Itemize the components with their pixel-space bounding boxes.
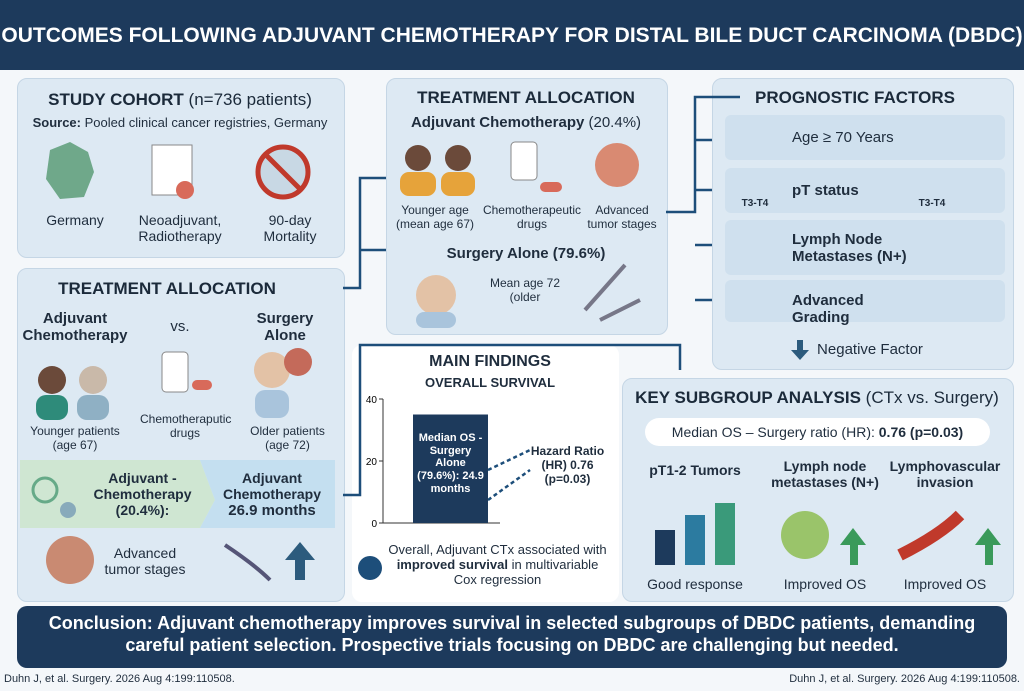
group-result: Good response [647,576,743,592]
y-tick-label: 40 [366,395,378,406]
panel-title: MAIN FINDINGS [429,353,551,370]
legend-arrow [791,340,809,360]
median-value: 0.76 (p=0.03) [878,424,964,440]
caption: Advanced tumor stages [587,203,657,231]
caption: Chemotherapeutic drugs [482,203,582,231]
group-name: Lymph node metastases (N+) [771,458,879,491]
group-result: Improved OS [783,576,867,592]
group-name: pT1-2 Tumors [649,462,741,478]
panel-title: STUDY COHORT (n=736 patients) [17,90,343,110]
source-text: Pooled clinical cancer registries, Germa… [84,115,328,130]
note-text: in multivariable Cox regression [453,556,599,587]
title-text: KEY SUBGROUP ANALYSIS [635,388,861,407]
factor-tag: T3-T4 [741,198,769,209]
panel-title: TREATMENT ALLOCATION [417,88,635,107]
panel-title: PROGNOSTIC FACTORS [755,88,955,107]
hazard-ratio: Hazard Ratio (HR) 0.76 (p=0.03) [530,444,605,486]
y-tick-label: 0 [371,519,377,530]
note-text: Overall, Adjuvant CTx associated with [388,542,607,557]
arm-name: Adjuvant Chemotherapy [410,114,585,131]
cohort-item: Germany [46,212,104,228]
legend-text: Negative Factor [817,341,923,358]
source-label: Source: [32,115,81,130]
cohort-item: 90-day Mortality [263,212,317,245]
band-text: Adjuvant - Chemotherapy (20.4%): [93,470,192,519]
factor-row [725,220,1005,275]
vs-label: vs. [170,318,190,335]
title-text: STUDY COHORT [48,90,184,109]
factor-label: Lymph Node Metastases (N+) [792,230,907,265]
subtitle: (n=736 patients) [188,90,312,109]
factor-label: Age ≥ 70 Years [792,128,894,146]
source: Source: Pooled clinical cancer registrie… [17,115,343,131]
median-pill: Median OS – Surgery ratio (HR): 0.76 (p=… [645,418,990,446]
panel-title: TREATMENT ALLOCATION [58,279,276,298]
caption: Mean age 72 (older [489,276,561,304]
citation: Duhn J, et al. Surgery. 2026 Aug 4:199:1… [4,673,235,685]
factor-label: Advanced Grading [792,292,864,327]
citation: Duhn J, et al. Surgery. 2026 Aug 4:199:1… [789,673,1020,685]
connector [487,448,531,502]
band-value: 26.9 months [228,502,316,520]
bar-label: Median OS - Surgery Alone (79.6%): 24.9 … [417,432,484,495]
arm-pct: (20.4%) [588,114,642,131]
band-title: Adjuvant Chemotherapy [222,470,322,503]
caption: Younger age (mean age 67) [395,203,475,231]
caption: Chemotheraputic drugs [140,412,232,440]
connector [343,343,682,497]
arm-label: Surgery Alone [256,310,314,345]
header-bar [0,0,1024,70]
factor-tag: T3-T4 [918,198,946,209]
bar [413,414,488,523]
panel-title: KEY SUBGROUP ANALYSIS (CTx vs. Surgery) [622,388,1012,408]
group-name: Lymphovascular invasion [889,458,1001,491]
cohort-item: Neoadjuvant, Radiotherapy [138,212,222,245]
arm-title: Surgery Alone (79.6%) [446,245,606,262]
factor-row [725,280,1005,322]
factor-label: pT status [792,181,859,199]
caption: Younger patients (age 67) [30,424,120,452]
factor-row [725,168,1005,213]
arm-label: Adjuvant Chemotherapy [22,310,128,345]
conclusion-bar [17,606,1007,668]
band-text: Adjuvant Chemotherapy 26.9 months [212,470,332,519]
conclusion: Conclusion: Adjuvant chemotherapy improv… [48,613,976,655]
factor-row [725,115,1005,160]
connector [343,176,386,290]
connector [666,95,740,302]
caption: Older patients (age 72) [250,424,325,452]
group-result: Improved OS [903,576,987,592]
title-suffix: (CTx vs. Surgery) [865,388,999,407]
median-label: Median OS – Surgery ratio (HR): [671,424,875,440]
y-tick-label: 20 [366,457,378,468]
panel-subtitle: OVERALL SURVIVAL [424,375,556,390]
caption: Advanced tumor stages [104,545,186,578]
note-bold: improved survival [396,556,508,572]
page-title: OUTCOMES FOLLOWING ADJUVANT CHEMOTHERAPY… [1,24,1023,47]
arm-title: Adjuvant Chemotherapy (20.4%) [386,114,666,131]
finding-note: Overall, Adjuvant CTx associated with im… [385,542,610,588]
